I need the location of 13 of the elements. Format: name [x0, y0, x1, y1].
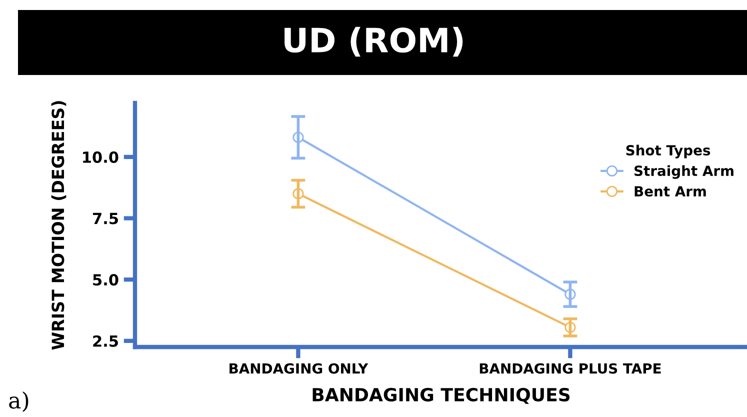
y-tick-label: 7.5: [92, 212, 118, 224]
legend-label: Bent Arm: [634, 186, 706, 197]
x-tick-label: BANDAGING ONLY: [230, 363, 368, 374]
y-tick-label: 5.0: [93, 274, 118, 286]
y-axis-title: WRIST MOTION (DEGREES): [51, 101, 66, 350]
chart-title: UD (ROM): [284, 26, 463, 57]
x-axis-title: BANDAGING TECHNIQUES: [312, 388, 570, 404]
legend-label: Straight Arm: [634, 165, 734, 179]
y-tick-label: 2.5: [93, 335, 118, 347]
legend-title: Shot Types: [626, 144, 710, 158]
text: a): [9, 391, 28, 412]
y-tick-label: 10.0: [83, 151, 118, 163]
x-tick-label: BANDAGING PLUS TAPE: [480, 363, 661, 374]
